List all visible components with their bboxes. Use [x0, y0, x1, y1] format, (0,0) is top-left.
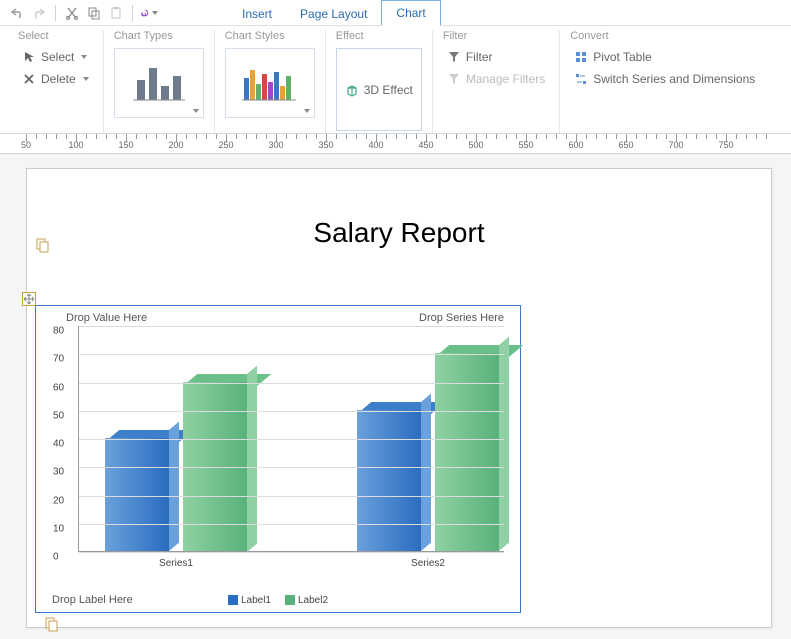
cube-icon	[345, 83, 359, 97]
chevron-down-icon	[304, 109, 310, 113]
group-label: Effect	[336, 30, 422, 42]
x-axis-label: Series2	[411, 558, 445, 569]
ribbon-tabs: Insert Page Layout Chart	[0, 0, 441, 26]
switch-series-button[interactable]: Switch Series and Dimensions	[570, 70, 759, 88]
switch-icon	[574, 72, 588, 86]
chevron-down-icon	[193, 109, 199, 113]
group-convert: Convert Pivot Table Switch Series and Di…	[560, 30, 769, 133]
tab-insert[interactable]: Insert	[228, 2, 286, 26]
cursor-icon	[22, 50, 36, 64]
legend-item: Label2	[285, 595, 328, 606]
page-title: Salary Report	[27, 217, 771, 249]
group-label: Select	[18, 30, 93, 42]
drop-series-hint: Drop Series Here	[419, 312, 504, 324]
select-button[interactable]: Select	[18, 48, 93, 66]
design-canvas[interactable]: Salary Report Drop Value Here Drop Serie…	[0, 154, 791, 639]
group-chart-types: Chart Types	[104, 30, 215, 133]
chart-style-thumb[interactable]	[225, 48, 315, 118]
delete-label: Delete	[41, 72, 76, 86]
chart-bar	[183, 382, 247, 552]
manage-filters-label: Manage Filters	[466, 72, 545, 86]
group-filter: Filter Filter Manage Filters	[433, 30, 560, 133]
page-marker-icon	[44, 616, 60, 632]
funnel-icon	[447, 72, 461, 86]
3d-effect-button[interactable]: 3D Effect	[336, 48, 422, 131]
filter-label: Filter	[466, 50, 493, 64]
switch-label: Switch Series and Dimensions	[593, 72, 755, 86]
tab-page-layout[interactable]: Page Layout	[286, 2, 381, 26]
chart-object[interactable]: Drop Value Here Drop Series Here Drop La…	[35, 305, 521, 613]
horizontal-ruler: 5010015020025030035040045050055060065070…	[0, 134, 791, 154]
move-handle-icon[interactable]	[22, 292, 36, 306]
page-marker-icon	[35, 237, 51, 253]
group-label: Chart Types	[114, 30, 204, 42]
pivot-table-button[interactable]: Pivot Table	[570, 48, 759, 66]
legend-item: Label1	[228, 595, 271, 606]
delete-icon	[22, 72, 36, 86]
group-label: Chart Styles	[225, 30, 315, 42]
tab-chart[interactable]: Chart	[381, 0, 440, 26]
filter-button[interactable]: Filter	[443, 48, 549, 66]
chart-bar	[105, 438, 169, 551]
group-select: Select Select Delete	[8, 30, 104, 133]
chart-bar	[357, 410, 421, 551]
chart-legend: Label1 Label2	[36, 595, 520, 606]
chart-type-thumb[interactable]	[114, 48, 204, 118]
select-label: Select	[41, 50, 74, 64]
drop-value-hint: Drop Value Here	[66, 312, 147, 324]
3d-effect-label: 3D Effect	[364, 83, 413, 97]
group-label: Convert	[570, 30, 759, 42]
chart-plot: 01020304050607080Series1Series2	[78, 326, 504, 552]
chart-area: Drop Value Here Drop Series Here Drop La…	[42, 312, 514, 580]
ribbon: Select Select Delete Chart Types Chart S…	[0, 26, 791, 134]
delete-button[interactable]: Delete	[18, 70, 93, 88]
funnel-icon	[447, 50, 461, 64]
pivot-label: Pivot Table	[593, 50, 651, 64]
group-chart-styles: Chart Styles	[215, 30, 326, 133]
manage-filters-button[interactable]: Manage Filters	[443, 70, 549, 88]
group-effect: Effect 3D Effect	[326, 30, 433, 133]
group-label: Filter	[443, 30, 549, 42]
pivot-icon	[574, 50, 588, 64]
report-page[interactable]: Salary Report Drop Value Here Drop Serie…	[26, 168, 772, 628]
x-axis-label: Series1	[159, 558, 193, 569]
